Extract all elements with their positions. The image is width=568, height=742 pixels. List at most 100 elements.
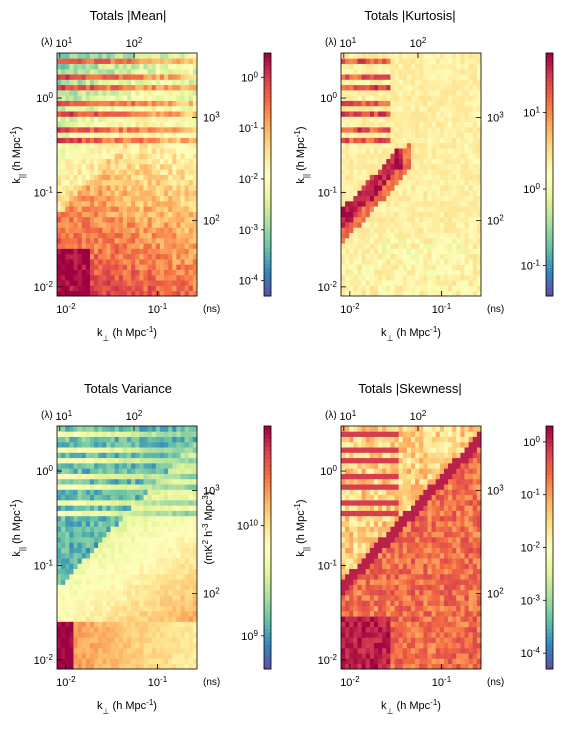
heatmap-cell	[184, 269, 190, 276]
heatmap-cell	[118, 484, 124, 490]
heatmap-cell	[402, 132, 408, 138]
heatmap-cell	[131, 222, 136, 228]
heatmap-cell	[151, 290, 157, 297]
heatmap-cell	[94, 74, 99, 80]
heatmap-cell	[423, 280, 428, 286]
heatmap-cell	[155, 478, 161, 485]
heatmap-cell	[365, 285, 371, 292]
heatmap-cell	[151, 647, 157, 654]
colorbar-swatch	[264, 283, 271, 289]
heatmap-cell	[122, 153, 128, 160]
heatmap-cell	[353, 185, 358, 191]
heatmap-cell	[81, 264, 87, 270]
heatmap-cell	[69, 658, 74, 665]
heatmap-cell	[151, 105, 157, 112]
heatmap-cell	[110, 573, 116, 580]
heatmap-cell	[386, 68, 391, 75]
heatmap-cell	[61, 100, 66, 107]
heatmap-cell	[423, 200, 428, 207]
colorbar-swatch	[264, 543, 271, 548]
heatmap-cell	[94, 632, 99, 638]
heatmap-cell	[382, 227, 387, 234]
heatmap-cell	[127, 89, 132, 96]
heatmap-cell	[127, 280, 132, 286]
heatmap-cell	[118, 274, 124, 281]
heatmap-cell	[443, 232, 449, 239]
heatmap-cell	[151, 280, 157, 286]
heatmap-cell	[147, 563, 153, 570]
heatmap-cell	[172, 478, 177, 485]
heatmap-cell	[176, 441, 181, 448]
heatmap-cell	[192, 253, 198, 260]
heatmap-cell	[106, 610, 111, 617]
heatmap-cell	[180, 473, 186, 480]
heatmap-cell	[192, 227, 198, 234]
heatmap-cell	[98, 132, 103, 138]
heatmap-cell	[102, 285, 107, 292]
heatmap-cell	[65, 95, 70, 101]
heatmap-cell	[369, 68, 375, 75]
heatmap-cell	[147, 436, 153, 443]
heatmap-cell	[110, 473, 116, 480]
heatmap-cell	[114, 584, 120, 591]
top-tick-label: 101	[339, 36, 356, 51]
heatmap-cell	[184, 616, 190, 622]
heatmap-cell	[415, 148, 420, 154]
heatmap-cell	[61, 499, 66, 506]
heatmap-cell	[192, 579, 198, 585]
heatmap-cell	[65, 426, 70, 432]
heatmap-cell	[431, 68, 437, 75]
heatmap-cell	[135, 473, 140, 480]
colorbar-swatch	[264, 198, 271, 204]
heatmap-cell	[369, 116, 375, 123]
heatmap-cell	[411, 111, 416, 117]
heatmap-cell	[184, 468, 190, 474]
heatmap-cell	[172, 431, 177, 437]
heatmap-cell	[139, 457, 144, 464]
heatmap-cell	[164, 595, 169, 601]
heatmap-cell	[476, 190, 482, 197]
heatmap-cell	[159, 79, 165, 86]
heatmap-cell	[81, 579, 87, 585]
heatmap-cell	[73, 426, 78, 432]
heatmap-cell	[431, 63, 437, 70]
heatmap-cell	[143, 499, 148, 506]
heatmap-cell	[180, 126, 186, 133]
heatmap-cell	[168, 616, 173, 622]
heatmap-cell	[131, 510, 136, 517]
heatmap-cell	[94, 142, 99, 149]
heatmap-cell	[110, 105, 116, 112]
heatmap-cell	[398, 200, 404, 207]
heatmap-cell	[476, 227, 482, 234]
heatmap-cell	[180, 462, 186, 469]
heatmap-cell	[98, 600, 103, 607]
heatmap-cell	[365, 280, 371, 286]
heatmap-cell	[180, 621, 186, 628]
heatmap-cell	[135, 663, 140, 670]
heatmap-cell	[65, 610, 70, 617]
heatmap-cell	[89, 227, 95, 234]
heatmap-cell	[110, 478, 116, 485]
heatmap-cell	[172, 473, 177, 480]
heatmap-cell	[110, 206, 116, 212]
heatmap-cell	[402, 206, 408, 212]
heatmap-cell	[122, 116, 128, 123]
heatmap-cell	[341, 206, 346, 212]
heatmap-cell	[98, 243, 103, 249]
heatmap-cell	[81, 259, 87, 265]
heatmap-cell	[77, 542, 83, 548]
heatmap-cell	[61, 158, 66, 165]
heatmap-cell	[382, 195, 387, 202]
heatmap-cell	[192, 290, 198, 297]
heatmap-cell	[85, 494, 91, 501]
heatmap-cell	[390, 232, 395, 239]
heatmap-cell	[118, 568, 124, 575]
heatmap-cell	[180, 58, 186, 64]
heatmap-cell	[443, 253, 449, 260]
heatmap-cell	[423, 79, 428, 86]
heatmap-cell	[147, 457, 153, 464]
colorbar-swatch	[264, 182, 271, 188]
heatmap-cell	[164, 163, 169, 170]
heatmap-cell	[61, 426, 66, 432]
heatmap-cell	[151, 499, 157, 506]
